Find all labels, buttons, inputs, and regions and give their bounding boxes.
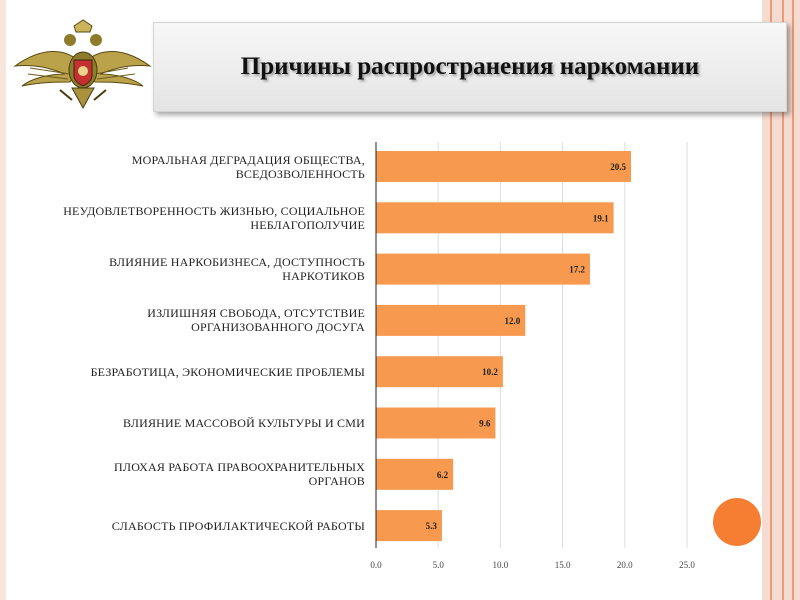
bar xyxy=(376,458,454,490)
category-label: ВЛИЯНИЕ МАССОВОЙ КУЛЬТУРЫ И СМИ xyxy=(123,416,365,430)
x-tick-label: 15.0 xyxy=(555,560,571,570)
left-frame xyxy=(0,0,6,600)
chart-title: Причины распространения наркомании xyxy=(240,53,700,80)
x-tick-label: 0.0 xyxy=(370,560,382,570)
accent-circle xyxy=(713,498,761,546)
title-banner: Причины распространения наркомании xyxy=(153,22,787,112)
bar-value-label: 6.2 xyxy=(437,470,449,480)
category-label: СЛАБОСТЬ ПРОФИЛАКТИЧЕСКОЙ РАБОТЫ xyxy=(111,518,365,533)
bar-value-label: 9.6 xyxy=(479,419,491,429)
category-label: МОРАЛЬНАЯ ДЕГРАДАЦИЯ ОБЩЕСТВА, ВСЕДОЗВОЛ… xyxy=(131,152,365,181)
bar xyxy=(376,407,496,439)
category-label: НЕУДОВЛЕТВОРЕННОСТЬ ЖИЗНЬЮ, СОЦИАЛЬНОЕ Н… xyxy=(63,203,365,232)
category-label: ПЛОХАЯ РАБОТА ПРАВООХРАНИТЕЛЬНЫХ ОРГАНОВ xyxy=(114,460,365,489)
bar-value-label: 10.2 xyxy=(482,367,498,377)
bar xyxy=(376,253,590,285)
x-tick-label: 25.0 xyxy=(679,560,695,570)
bar-value-label: 20.5 xyxy=(610,162,626,172)
category-label: ИЗЛИШНЯЯ СВОБОДА, ОТСУТСТВИЕ ОРГАНИЗОВАН… xyxy=(147,306,365,335)
x-tick-label: 10.0 xyxy=(493,560,509,570)
bar xyxy=(376,510,442,542)
bar-value-label: 17.2 xyxy=(569,265,585,275)
bar xyxy=(376,202,614,234)
bar xyxy=(376,304,526,336)
bar xyxy=(376,356,503,388)
x-tick-label: 20.0 xyxy=(617,560,633,570)
category-label: БЕЗРАБОТИЦА, ЭКОНОМИЧЕСКИЕ ПРОБЛЕМЫ xyxy=(90,364,365,379)
double-headed-eagle-emblem xyxy=(13,19,152,110)
category-label: ВЛИЯНИЕ НАРКОБИЗНЕСА, ДОСТУПНОСТЬ НАРКОТ… xyxy=(109,255,365,284)
bar-value-label: 12.0 xyxy=(505,316,521,326)
bar xyxy=(376,151,632,182)
x-tick-label: 5.0 xyxy=(433,560,445,570)
bar-value-label: 5.3 xyxy=(426,521,438,531)
bar-value-label: 19.1 xyxy=(593,213,609,223)
